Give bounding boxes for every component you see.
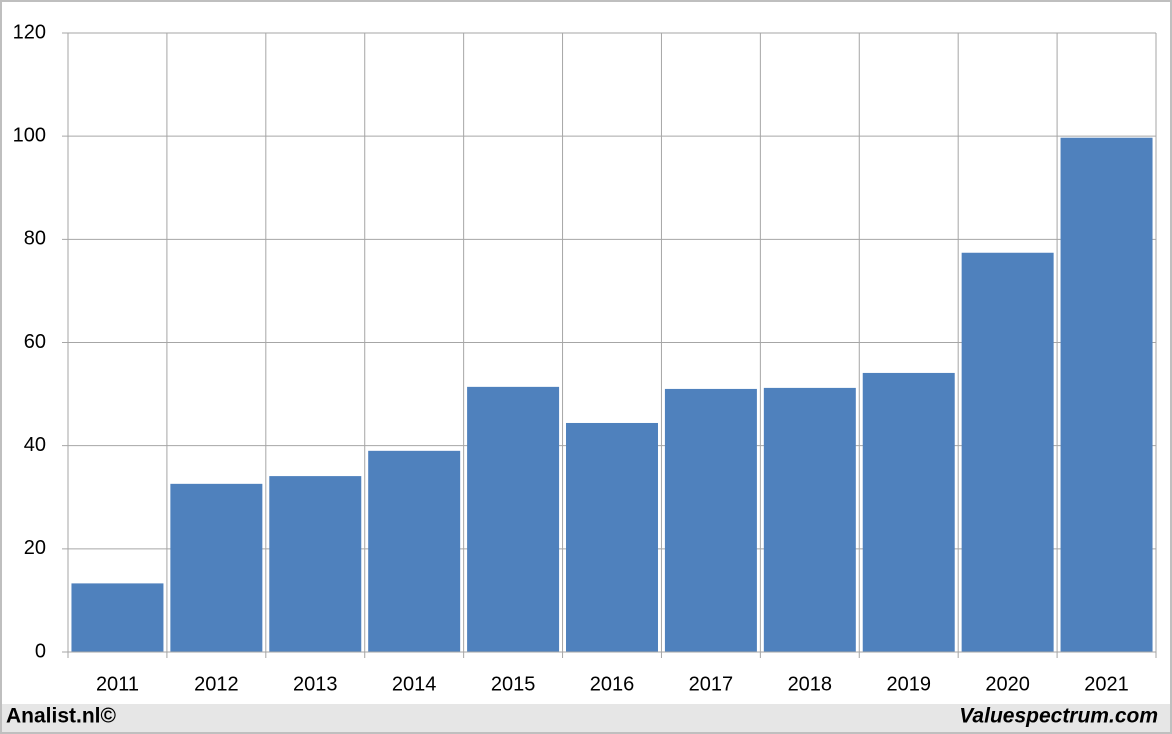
x-tick-label: 2013: [293, 673, 338, 695]
x-tick-label: 2011: [96, 673, 139, 695]
bar: [71, 583, 164, 652]
x-tick-label: 2020: [985, 673, 1030, 695]
bar: [467, 386, 560, 652]
bar: [566, 422, 658, 652]
bar: [1060, 137, 1153, 652]
y-tick-label: 80: [24, 228, 46, 250]
bar: [664, 388, 757, 652]
y-tick-label: 100: [13, 124, 46, 146]
y-tick-label: 40: [24, 434, 46, 456]
x-tick-label: 2014: [392, 673, 437, 695]
x-tick-label: 2021: [1084, 673, 1129, 695]
x-tick-label: 2018: [788, 673, 833, 695]
x-tick-label: 2012: [194, 673, 239, 695]
footer-right: Valuespectrum.com: [959, 705, 1158, 728]
x-tick-label: 2015: [491, 673, 536, 695]
bar: [961, 252, 1054, 652]
bar: [269, 476, 362, 652]
x-tick-label: 2019: [886, 673, 931, 695]
bar: [368, 450, 461, 652]
x-tick-label: 2016: [590, 673, 635, 695]
bar: [170, 483, 263, 652]
y-tick-label: 0: [35, 640, 46, 662]
y-tick-label: 120: [13, 21, 46, 43]
y-tick-label: 60: [24, 331, 46, 353]
bar: [763, 387, 856, 652]
footer-left: Analist.nl©: [6, 705, 117, 728]
footer-bar: [2, 704, 1170, 732]
y-tick-label: 20: [24, 537, 46, 559]
x-tick-label: 2017: [689, 673, 734, 695]
bar: [862, 372, 955, 652]
